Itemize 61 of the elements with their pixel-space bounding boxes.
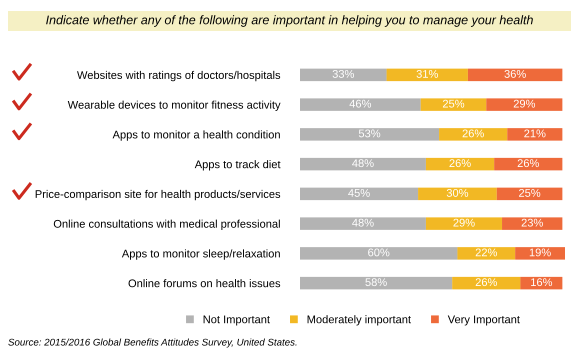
bar xyxy=(515,247,565,260)
bar xyxy=(300,188,418,200)
data-label: 29% xyxy=(514,100,536,108)
y-tick-label: Price-comparison site for health products/services xyxy=(36,190,280,200)
bar xyxy=(386,68,468,82)
data-label: 29% xyxy=(453,218,475,227)
y-tick-label: Apps to monitor a health condition xyxy=(112,130,280,141)
data-label: 26% xyxy=(518,159,539,168)
bar xyxy=(426,217,502,230)
bar xyxy=(496,188,562,200)
y-tick-label: Apps to monitor sleep/relaxation xyxy=(122,249,280,260)
bar xyxy=(507,128,562,141)
bar xyxy=(452,276,520,290)
data-label: 46% xyxy=(349,100,372,108)
data-label: 26% xyxy=(462,129,484,138)
legend-label: Not Important xyxy=(204,316,270,326)
bar xyxy=(300,158,426,170)
bar xyxy=(439,128,508,141)
data-label: 48% xyxy=(352,159,374,168)
bar xyxy=(300,98,421,111)
data-label: 48% xyxy=(352,218,374,227)
bar xyxy=(420,98,486,111)
data-label: 58% xyxy=(365,278,387,286)
bar xyxy=(300,68,387,82)
y-tick-label: Websites with ratings of doctors/hospitals xyxy=(77,70,280,82)
chart-title: Indicate whether any of the following are important in helping you to manage your health xyxy=(46,15,533,27)
data-label: 25% xyxy=(519,188,540,197)
legend-label: Moderately important xyxy=(308,315,411,326)
bar xyxy=(520,276,562,290)
y-tick-label: Apps to track diet xyxy=(194,160,280,170)
bar xyxy=(502,217,562,230)
bar xyxy=(418,188,497,200)
data-label: 19% xyxy=(530,248,551,256)
data-label: 33% xyxy=(332,70,354,78)
source-note: Source: 2015/2016 Global Benefits Attitudes Survey, United States. xyxy=(8,338,296,348)
data-label: 60% xyxy=(368,248,390,256)
y-tick-label: Online consultations with medical professional xyxy=(54,220,280,230)
data-label: 53% xyxy=(358,129,380,138)
data-label: 26% xyxy=(449,159,471,168)
data-label: 26% xyxy=(476,278,498,286)
bar xyxy=(300,276,452,290)
bar xyxy=(300,217,426,230)
data-label: 21% xyxy=(524,129,546,138)
bar xyxy=(300,247,458,260)
bar xyxy=(457,247,516,260)
legend-label: Very Important xyxy=(448,316,520,326)
data-label: 16% xyxy=(531,278,552,286)
bar xyxy=(426,158,494,170)
bar xyxy=(468,68,562,82)
data-label: 23% xyxy=(522,218,543,227)
data-label: 25% xyxy=(442,100,464,108)
data-label: 22% xyxy=(476,248,498,256)
y-tick-label: Online forums on health issues xyxy=(128,279,280,288)
data-label: 36% xyxy=(504,70,526,78)
y-tick-label: Wearable devices to monitor fitness activity xyxy=(68,100,281,111)
data-label: 45% xyxy=(348,189,370,197)
bar xyxy=(486,98,562,111)
bar xyxy=(494,158,562,170)
data-label: 30% xyxy=(446,188,468,197)
data-label: 31% xyxy=(416,70,438,78)
bar xyxy=(300,128,440,141)
